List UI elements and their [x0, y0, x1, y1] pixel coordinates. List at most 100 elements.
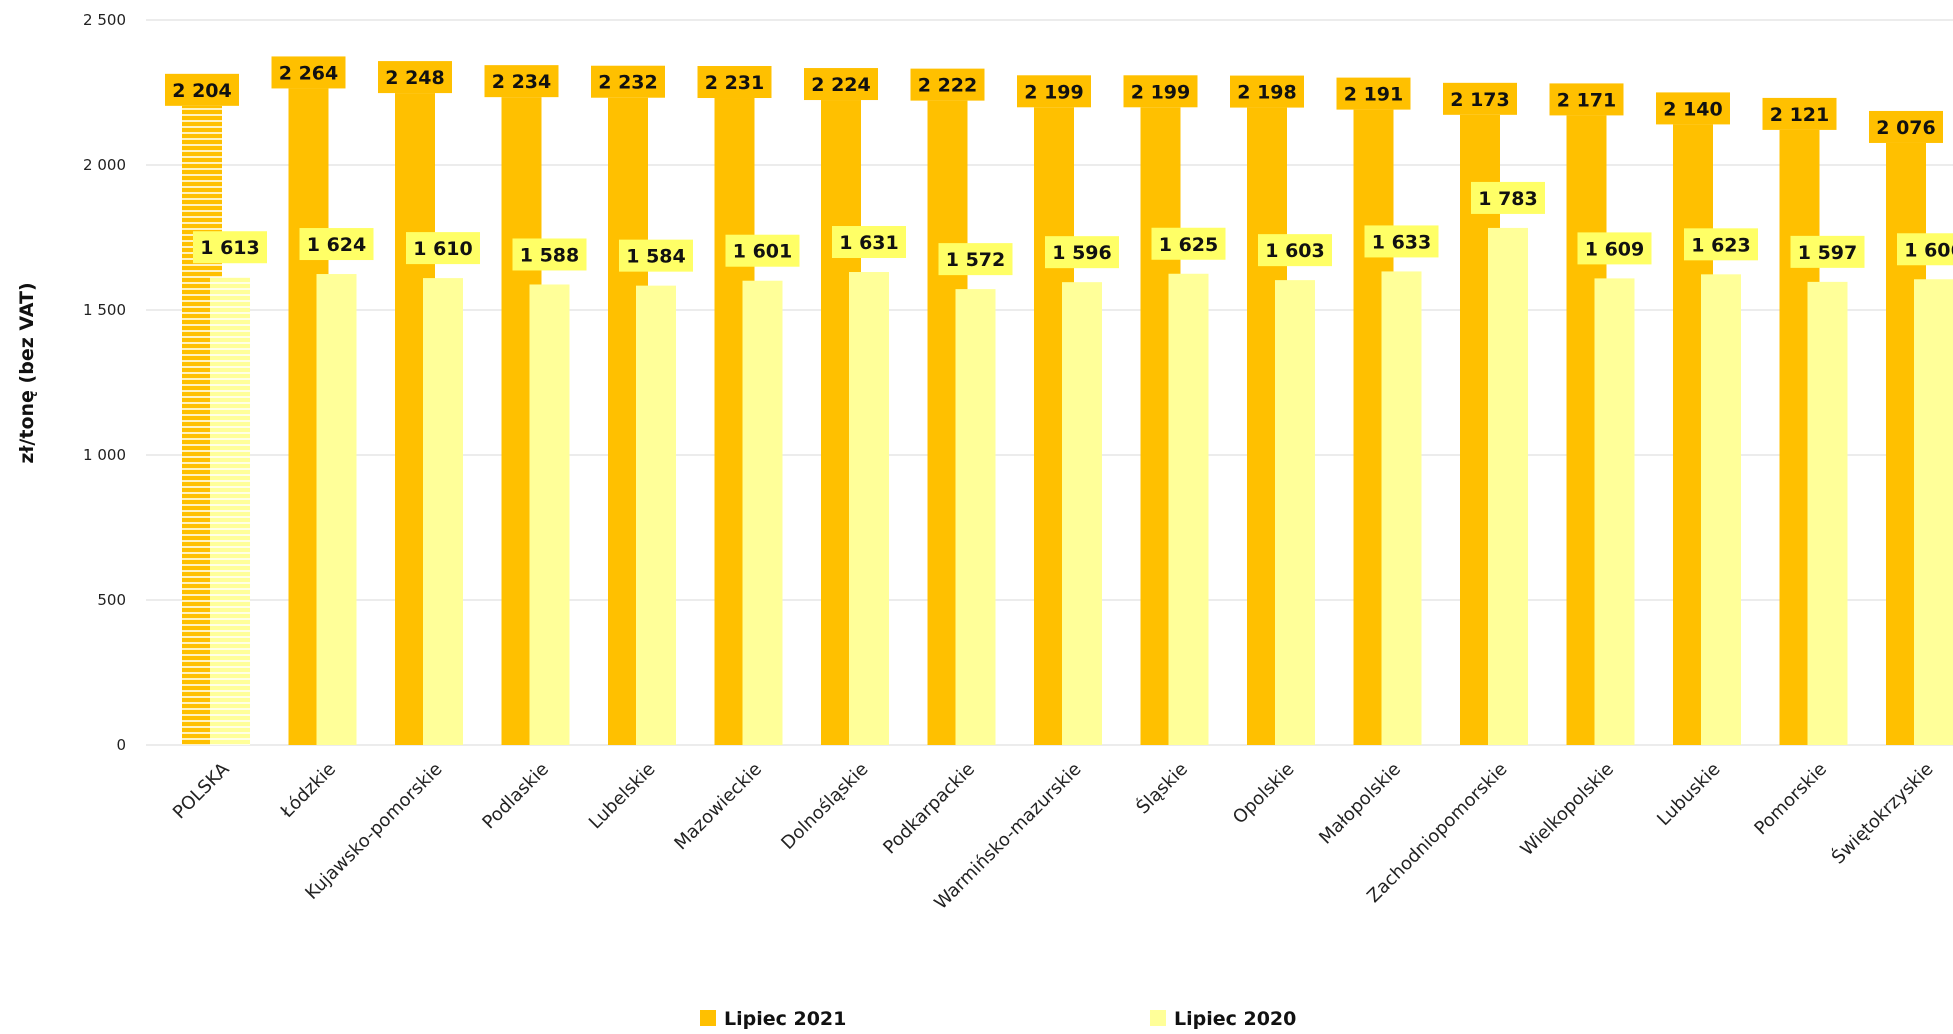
legend-swatch: [1150, 1010, 1166, 1026]
data-label-box: [484, 65, 559, 98]
data-label: 2 222: [910, 68, 985, 101]
data-label: 2 199: [1017, 75, 1091, 108]
data-label: 1 597: [1790, 235, 1865, 268]
data-label-text: 2 234: [492, 71, 552, 93]
data-label-box: [1364, 225, 1439, 258]
data-label-text: 2 173: [1450, 89, 1510, 111]
legend-item: Lipiec 2021: [700, 1008, 846, 1030]
data-label-box: [1684, 228, 1758, 261]
data-label: 2 076: [1869, 110, 1943, 143]
data-label-text: 2 171: [1557, 89, 1617, 111]
data-label-box: [271, 56, 346, 89]
bar-lipiec-2020: [955, 289, 996, 745]
data-label-text: 2 248: [385, 67, 445, 89]
data-label-text: 1 613: [200, 237, 260, 259]
y-tick-label: 1 000: [83, 446, 126, 464]
data-label: 2 140: [1656, 92, 1730, 125]
data-label-text: 2 232: [598, 72, 658, 94]
data-label-box: [1762, 97, 1837, 130]
legend-swatch: [700, 1010, 716, 1026]
data-label: 1 613: [193, 231, 267, 264]
data-label-text: 2 264: [279, 62, 339, 84]
data-label: 1 783: [1471, 181, 1545, 214]
y-tick-label: 2 500: [83, 11, 126, 29]
x-category-label: Lubuskie: [1653, 759, 1724, 830]
x-category-label: POLSKA: [169, 758, 234, 823]
legend-item: Lipiec 2020: [1150, 1008, 1296, 1030]
x-category-label: Lubelskie: [585, 759, 660, 834]
y-tick-label: 0: [116, 736, 126, 754]
data-label-box: [165, 73, 239, 106]
data-label-text: 2 224: [811, 74, 871, 96]
data-label-text: 2 204: [172, 80, 232, 102]
data-label-box: [1443, 82, 1517, 115]
data-label-box: [1017, 75, 1091, 108]
data-label-text: 2 199: [1131, 81, 1191, 103]
data-label-text: 1 625: [1159, 234, 1219, 256]
legend-label: Lipiec 2020: [1174, 1008, 1296, 1030]
data-labels: 2 204 1 613 2 264 1 624 2 248 1 610 2 234 1 588…: [165, 56, 1953, 276]
data-label-text: 1 631: [839, 232, 899, 254]
legend: Lipiec 2021 Lipiec 2020: [700, 1008, 1296, 1030]
data-label-box: [804, 68, 878, 101]
data-label-box: [299, 228, 374, 261]
data-label-box: [1151, 227, 1226, 260]
data-label-text: 1 633: [1372, 231, 1432, 253]
bar-lipiec-2020: [1488, 227, 1528, 745]
data-label: 2 173: [1443, 82, 1517, 115]
data-label-text: 1 610: [413, 238, 473, 260]
bar-lipiec-2020: [742, 280, 783, 745]
data-label: 2 232: [591, 65, 665, 98]
data-label: 2 231: [697, 66, 772, 99]
data-label-box: [1656, 92, 1730, 125]
data-label-box: [1869, 110, 1943, 143]
data-label-box: [1123, 75, 1198, 108]
data-label: 2 248: [378, 61, 452, 94]
x-category-label: Pomorskie: [1750, 759, 1831, 840]
y-axis-ticks: 0 500 1 000 1 500 2 000 2 500: [83, 11, 126, 754]
data-label: 1 610: [406, 232, 480, 265]
data-label-text: 2 231: [705, 72, 765, 94]
data-label-text: 1 572: [946, 249, 1006, 271]
data-label: 1 623: [1684, 228, 1758, 261]
y-tick-label: 1 500: [83, 301, 126, 319]
data-label-text: 1 623: [1691, 234, 1751, 256]
data-label: 2 224: [804, 68, 878, 101]
data-label-text: 1 783: [1478, 188, 1538, 210]
bar-lipiec-2020: [1807, 281, 1848, 745]
x-category-label: Dolnośląskie: [777, 759, 872, 854]
data-label-text: 1 584: [626, 246, 686, 268]
data-label: 2 198: [1230, 75, 1304, 108]
data-label-box: [591, 65, 665, 98]
data-label-text: 2 222: [918, 75, 978, 97]
bar-lipiec-2020: [1701, 274, 1741, 745]
bar-lipiec-2020: [316, 274, 357, 745]
data-label-box: [406, 232, 480, 265]
data-label-box: [193, 231, 267, 264]
x-category-label: Śląskie: [1132, 758, 1192, 818]
bars: [182, 88, 1953, 746]
data-label-box: [1577, 232, 1652, 265]
data-label: 1 603: [1258, 234, 1332, 267]
data-label-box: [1471, 181, 1545, 214]
data-label-text: 2 076: [1876, 117, 1936, 139]
data-label-box: [1045, 236, 1119, 269]
data-label-text: 2 198: [1237, 82, 1297, 104]
bar-lipiec-2020: [423, 278, 463, 745]
data-label: 2 121: [1762, 97, 1837, 130]
data-label-box: [512, 238, 587, 271]
y-tick-label: 2 000: [83, 156, 126, 174]
data-label-box: [910, 68, 985, 101]
data-label-text: 1 624: [307, 234, 367, 256]
data-label-box: [1336, 77, 1411, 110]
data-label: 2 171: [1549, 83, 1624, 116]
x-category-label: Łódzkie: [276, 759, 340, 823]
bar-lipiec-2020: [1275, 280, 1315, 745]
data-label-box: [725, 234, 800, 267]
data-label-text: 2 191: [1344, 84, 1404, 106]
bar-lipiec-2020: [210, 277, 250, 745]
bar-lipiec-2020: [529, 284, 570, 745]
x-category-label: Świętokrzyskie: [1827, 758, 1937, 868]
data-label-box: [378, 61, 452, 94]
